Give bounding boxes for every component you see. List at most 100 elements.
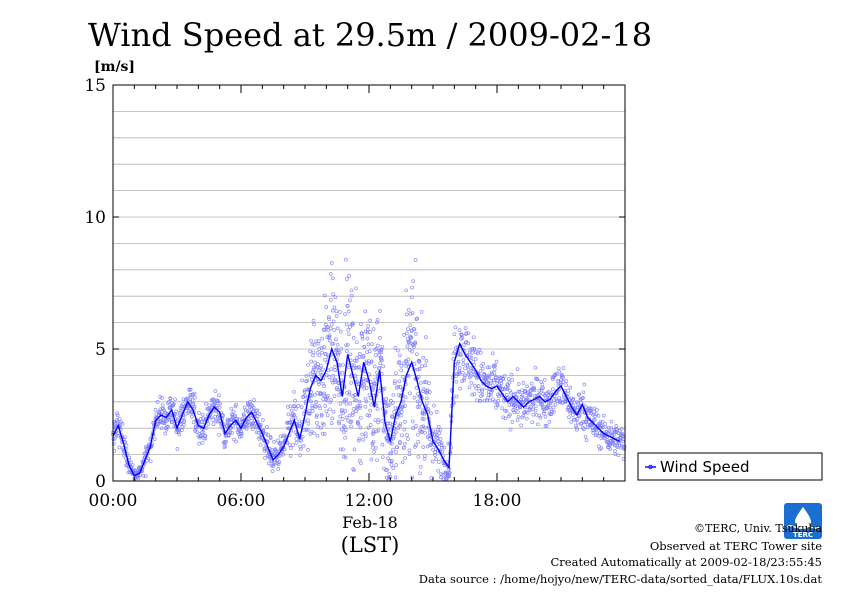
sample-point <box>522 410 527 415</box>
sample-point <box>197 441 202 446</box>
sample-point <box>414 424 418 428</box>
sample-point <box>435 436 440 440</box>
sample-point <box>192 404 197 409</box>
y-tick-label: 15 <box>84 76 106 96</box>
sample-point <box>478 398 483 403</box>
sample-point <box>469 373 473 378</box>
sample-point <box>553 402 558 407</box>
sample-point <box>403 420 407 424</box>
sample-point <box>540 382 545 387</box>
sample-point <box>597 423 602 428</box>
sample-point <box>349 288 354 293</box>
sample-point <box>323 404 328 408</box>
sample-point <box>116 433 120 438</box>
sample-point <box>141 473 146 478</box>
sample-point <box>535 377 540 382</box>
sample-point <box>442 445 447 450</box>
sample-point <box>407 452 412 457</box>
sample-point <box>423 430 428 435</box>
sample-point <box>367 349 372 354</box>
sample-point <box>327 334 332 339</box>
sample-point <box>266 461 271 466</box>
sample-point <box>339 346 344 351</box>
sample-point <box>334 314 339 318</box>
sample-point <box>347 390 352 394</box>
y-axis: 0 5 10 15 <box>84 76 625 492</box>
sample-point <box>513 392 518 396</box>
sample-point <box>566 388 570 393</box>
sample-point <box>363 431 368 436</box>
sample-point <box>337 419 341 424</box>
sample-point <box>278 434 283 439</box>
sample-point <box>492 378 496 383</box>
sample-point <box>226 433 231 437</box>
sample-point <box>568 385 573 390</box>
sample-point <box>545 406 550 410</box>
sample-point <box>515 406 520 411</box>
sample-point <box>476 384 481 388</box>
sample-point <box>504 409 509 413</box>
sample-point <box>273 458 278 463</box>
sample-point <box>423 425 427 430</box>
sample-point <box>357 364 361 369</box>
sample-point <box>508 427 513 432</box>
sample-point <box>566 391 570 396</box>
sample-point <box>236 427 241 432</box>
sample-point <box>434 410 439 414</box>
sample-point <box>319 373 324 377</box>
sample-point <box>531 412 536 417</box>
sample-point <box>421 355 426 360</box>
sample-point <box>331 409 336 414</box>
series-line-wind-speed <box>112 341 621 477</box>
sample-point <box>427 390 432 394</box>
sample-point <box>490 351 495 356</box>
sample-point <box>354 286 358 291</box>
sample-point <box>412 345 416 349</box>
sample-point <box>211 397 216 402</box>
sample-point <box>528 393 533 398</box>
sample-point <box>537 388 542 393</box>
sample-point <box>458 386 463 391</box>
sample-point <box>380 344 385 349</box>
sample-point <box>502 373 507 378</box>
sample-point <box>325 413 330 418</box>
sample-point <box>425 396 429 401</box>
sample-point <box>599 446 604 450</box>
sample-point <box>182 418 187 423</box>
sample-point <box>343 435 347 440</box>
sample-point <box>406 308 411 312</box>
sample-point <box>314 404 318 409</box>
sample-point <box>394 450 398 455</box>
sample-point <box>306 421 311 426</box>
sample-point <box>341 411 346 416</box>
sample-point <box>610 433 614 437</box>
sample-point <box>351 321 355 326</box>
sample-point <box>532 385 536 390</box>
sample-point <box>403 404 407 408</box>
sample-point <box>276 462 281 466</box>
sample-point <box>603 422 607 426</box>
sample-point <box>355 355 359 360</box>
sample-point <box>298 453 303 458</box>
sample-point <box>206 407 210 412</box>
sample-point <box>525 410 530 415</box>
sample-point <box>416 454 421 459</box>
sample-point <box>556 383 561 388</box>
sample-point <box>190 414 194 419</box>
sample-point <box>390 441 394 446</box>
sample-point <box>281 452 286 457</box>
sample-point <box>321 393 326 398</box>
sample-point <box>355 340 359 345</box>
sample-point <box>499 381 504 385</box>
sample-point <box>348 298 352 303</box>
sample-point <box>263 456 267 460</box>
sample-point <box>575 427 579 432</box>
sample-point <box>420 364 424 368</box>
sample-point <box>484 378 489 383</box>
sample-point <box>291 413 296 418</box>
sample-point <box>159 426 164 431</box>
sample-point <box>510 378 515 382</box>
sample-point <box>244 426 249 431</box>
sample-point <box>357 399 362 404</box>
sample-point <box>510 420 515 424</box>
